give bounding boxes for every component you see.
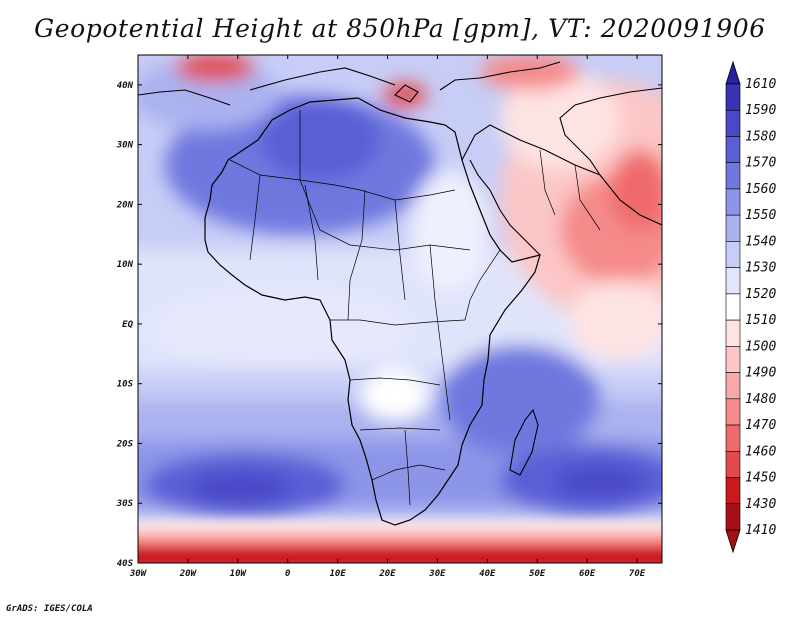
colorbar-label: 1410 — [745, 523, 776, 538]
x-tick-label: 10W — [230, 569, 248, 579]
y-tick-label: 30S — [116, 499, 134, 509]
colorbar-cell — [725, 398, 741, 426]
colorbar-cell — [725, 477, 741, 505]
colorbar-label: 1520 — [745, 287, 776, 302]
colorbar-cell — [725, 267, 741, 295]
colorbar-cell — [725, 188, 741, 216]
colorbar-cell — [725, 83, 741, 111]
grads-credit: GrADS: IGES/COLA — [6, 604, 93, 614]
colorbar-cell — [725, 450, 741, 478]
colorbar-label: 1450 — [745, 471, 776, 486]
colorbar-label: 1510 — [745, 313, 776, 328]
colorbar-cell — [725, 109, 741, 137]
colorbar-label: 1460 — [745, 444, 776, 459]
colorbar-cell — [725, 162, 741, 190]
x-tick-label: 10E — [329, 569, 346, 579]
colorbar-label: 1540 — [745, 234, 776, 249]
colorbar-label: 1490 — [745, 366, 776, 381]
colorbar-cell — [725, 424, 741, 452]
x-tick-label: 30W — [129, 569, 148, 579]
colorbar-label: 1500 — [745, 339, 776, 354]
colorbar-cell — [725, 319, 741, 347]
x-tick-label: 20E — [378, 569, 396, 579]
colorbar-label: 1590 — [745, 103, 776, 118]
colorbar-cell — [725, 214, 741, 242]
y-tick-label: 40S — [117, 559, 134, 569]
colorbar-cell — [725, 293, 741, 321]
colorbar-top-arrow — [725, 60, 741, 85]
colorbar-cell — [725, 136, 741, 164]
x-axis: 30W 20W 10W 0 10E 20E 30E 40E 50E 60E 70E — [129, 55, 646, 579]
colorbar: 1610 1590 1580 1570 1560 1550 1540 1530 1520 1510… — [725, 60, 776, 554]
colorbar-cell — [725, 372, 741, 400]
x-tick-label: 20W — [179, 569, 198, 579]
coastlines — [138, 61, 662, 526]
x-tick-label: 60E — [579, 569, 596, 579]
colorbar-label: 1550 — [745, 208, 776, 223]
colorbar-label: 1530 — [745, 261, 776, 276]
x-tick-label: 50E — [529, 569, 546, 579]
y-tick-label: 10N — [117, 260, 134, 270]
colorbar-cell — [725, 346, 741, 373]
map-frame — [137, 54, 663, 564]
colorbar-cell — [725, 241, 741, 268]
map-title: Geopotential Height at 850hPa [gpm], VT:… — [34, 14, 766, 43]
colorbar-bottom-arrow — [725, 529, 741, 554]
x-tick-label: 70E — [629, 569, 646, 579]
y-tick-label: 20S — [116, 439, 134, 449]
colorbar-label: 1580 — [745, 129, 776, 144]
y-tick-label: 10S — [117, 380, 134, 390]
y-tick-label: EQ — [122, 320, 133, 330]
x-tick-label: 0 — [285, 569, 291, 579]
x-tick-label: 40E — [479, 569, 496, 579]
colorbar-label: 1470 — [745, 418, 776, 433]
colorbar-cell — [725, 503, 741, 531]
y-tick-label: 30N — [116, 141, 134, 151]
height-field — [138, 55, 662, 563]
political-borders — [229, 110, 601, 506]
y-axis: 40S 30S 20S 10S EQ 10N 20N 30N 40N — [116, 81, 662, 569]
y-tick-label: 20N — [116, 200, 134, 210]
y-tick-label: 40N — [117, 81, 134, 91]
colorbar-label: 1570 — [745, 156, 776, 171]
colorbar-label: 1610 — [745, 77, 776, 92]
colorbar-label: 1430 — [745, 497, 776, 512]
colorbar-label: 1480 — [745, 392, 776, 407]
x-tick-label: 30E — [428, 569, 446, 579]
colorbar-label: 1560 — [745, 182, 776, 197]
